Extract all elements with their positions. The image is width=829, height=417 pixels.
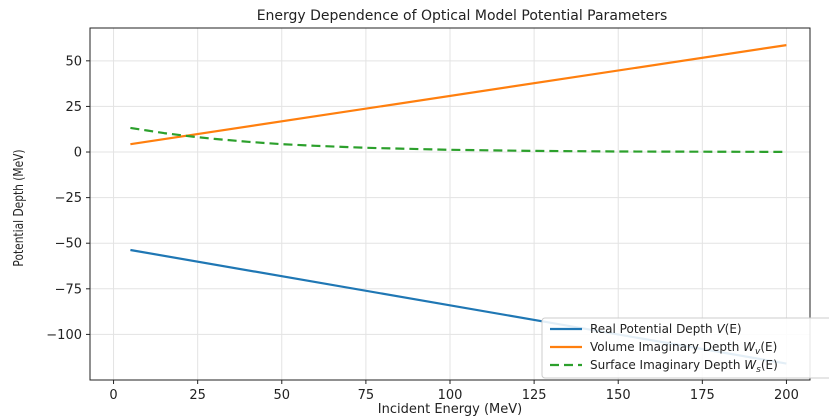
x-tick-label: 175 — [690, 388, 715, 403]
legend-label-symbol: W — [744, 358, 757, 372]
x-tick-label: 100 — [438, 388, 463, 403]
legend-label-subscript: v — [755, 347, 761, 357]
legend-label-symbol: V — [716, 322, 725, 336]
y-tick-label: −25 — [55, 191, 82, 206]
legend-box — [541, 317, 829, 379]
series-line-2 — [130, 44, 787, 146]
legend-label-argument: (E) — [760, 340, 777, 354]
axis-ticks: 0 25 50 75 100 125 150 175 200 −100 −75 −50 −25 0 25 50 — [46, 54, 799, 403]
y-tick-label: −100 — [46, 328, 82, 343]
legend-label-1: Real Potential Depth V(E) — [590, 322, 742, 336]
legend-label-2: Volume Imaginary Depth Wv(E) — [590, 340, 777, 357]
x-tick-label: 0 — [109, 388, 117, 403]
x-tick-label: 125 — [522, 388, 547, 403]
y-tick-label: 0 — [74, 146, 82, 161]
legend-label-3: Surface Imaginary Depth Ws(E) — [590, 358, 778, 375]
x-tick-label: 150 — [606, 388, 631, 403]
y-tick-label: 50 — [65, 54, 82, 69]
x-tick-label: 50 — [274, 388, 291, 403]
y-axis-title: Potential Depth (MeV) — [11, 149, 26, 266]
legend-label-argument: (E) — [761, 358, 778, 372]
x-axis-title: Incident Energy (MeV) — [378, 402, 522, 417]
y-tick-label: 25 — [65, 100, 82, 115]
legend: Real Potential Depth V(E)Volume Imaginar… — [541, 317, 829, 379]
legend-label-text: Real Potential Depth — [590, 322, 716, 336]
legend-label-symbol: W — [743, 340, 756, 354]
x-tick-label: 75 — [358, 388, 375, 403]
legend-label-subscript: s — [756, 365, 761, 375]
y-tick-label: −50 — [55, 237, 82, 252]
chart-title: Energy Dependence of Optical Model Poten… — [257, 8, 668, 24]
x-tick-label: 25 — [189, 388, 206, 403]
legend-label-argument: (E) — [725, 322, 742, 336]
legend-label-text: Volume Imaginary Depth — [590, 340, 743, 354]
legend-label-text: Surface Imaginary Depth — [590, 358, 744, 372]
x-tick-label: 200 — [774, 388, 799, 403]
y-tick-label: −75 — [55, 282, 82, 297]
